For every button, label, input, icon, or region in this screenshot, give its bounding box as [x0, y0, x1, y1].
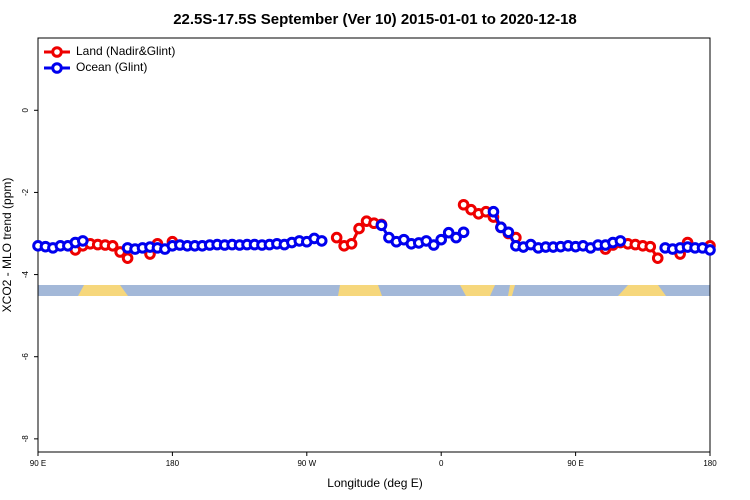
point: [121, 252, 134, 264]
y-tick-label: -8: [21, 435, 30, 443]
point: [375, 219, 388, 232]
point: [457, 226, 470, 239]
point: [106, 240, 119, 252]
point: [345, 237, 358, 250]
point: [427, 239, 440, 251]
point: [315, 235, 328, 247]
point: [353, 222, 365, 235]
x-tick-label: 90 E: [30, 459, 46, 468]
y-tick-label: 0: [21, 108, 30, 113]
series: [32, 205, 716, 256]
chart-title: 22.5S-17.5S September (Ver 10) 2015-01-0…: [173, 11, 577, 28]
y-tick-label: -2: [21, 188, 30, 196]
y-tick-label: -6: [21, 353, 30, 361]
point: [614, 235, 627, 247]
land-patch: [338, 285, 382, 296]
y-axis-label: XCO2 - MLO trend (ppm): [0, 178, 14, 313]
point: [77, 235, 89, 247]
x-tick-label: 180: [166, 459, 180, 468]
point: [502, 226, 515, 239]
legend-marker: [51, 62, 63, 74]
point: [487, 205, 500, 218]
point: [435, 233, 448, 246]
y-tick-label: -4: [21, 270, 30, 278]
land-patch: [460, 285, 495, 296]
point: [442, 226, 455, 239]
point: [495, 221, 507, 234]
legend-label: Ocean (Glint): [76, 60, 147, 74]
point: [450, 231, 462, 244]
x-tick-label: 180: [703, 459, 717, 468]
point: [457, 198, 470, 211]
x-tick-label: 90 W: [297, 459, 316, 468]
land-patch: [78, 285, 128, 296]
x-tick-label: 90 E: [567, 459, 583, 468]
legend-label: Land (Nadir&Glint): [76, 44, 175, 58]
land-mask: [38, 285, 710, 296]
x-axis-label: Longitude (deg E): [327, 476, 422, 490]
legend-marker: [51, 46, 63, 58]
point: [651, 252, 664, 264]
land-patch: [508, 285, 515, 296]
point: [704, 244, 716, 256]
land-patch: [618, 285, 666, 296]
point: [330, 231, 343, 244]
x-tick-label: 0: [439, 459, 444, 468]
point: [644, 240, 657, 253]
